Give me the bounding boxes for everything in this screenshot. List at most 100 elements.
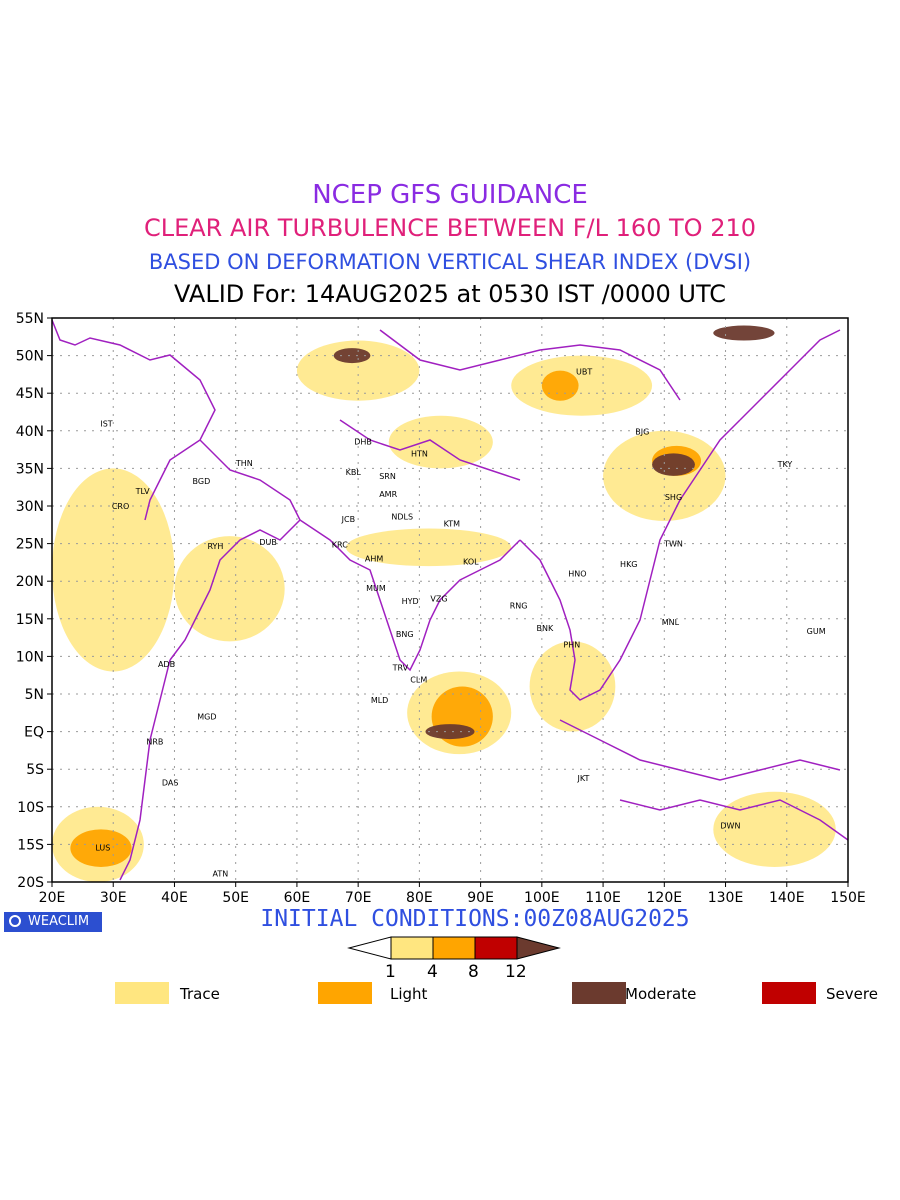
city-label-bnk: BNK — [537, 624, 554, 633]
turbulence-area-moderate — [713, 325, 775, 341]
chart-method: BASED ON DEFORMATION VERTICAL SHEAR INDE… — [148, 250, 752, 274]
axis-ticks: 20E 30E 40E 50E 60E 70E 80E 90E 100E 110E 120E 130E… — [16, 311, 866, 906]
city-label-thn: THN — [235, 459, 253, 468]
y-tick-label: 40N — [16, 424, 44, 440]
city-label-ktm: KTM — [444, 519, 461, 528]
turbulence-areas — [51, 325, 836, 883]
turbulence-area-trace — [174, 536, 285, 642]
city-label-tky: TKY — [777, 460, 793, 469]
city-label-mum: MUM — [366, 584, 386, 593]
y-tick-label: 5N — [25, 687, 44, 703]
turbulence-area-trace — [51, 468, 175, 672]
turbulence-area-trace — [511, 355, 653, 416]
legend-swatch-trace — [115, 982, 169, 1004]
city-label-mnl: MNL — [662, 618, 680, 627]
x-tick-label: 110E — [585, 890, 621, 906]
turbulence-area-trace — [529, 641, 616, 732]
city-label-bjg: BJG — [635, 428, 649, 437]
city-label-das: DAS — [162, 779, 179, 788]
chart-title: NCEP GFS GUIDANCE — [312, 180, 588, 210]
x-tick-label: 100E — [524, 890, 560, 906]
city-label-mgd: MGD — [197, 713, 216, 722]
scale-tick-4: 4 — [427, 962, 438, 982]
city-label-dhb: DHB — [354, 437, 372, 446]
city-label-ist: IST — [100, 419, 112, 428]
turbulence-area-trace — [388, 415, 493, 469]
x-tick-label: 140E — [769, 890, 805, 906]
city-label-atn: ATN — [213, 870, 229, 879]
city-label-rng: RNG — [510, 601, 528, 610]
map-frame — [51, 317, 849, 883]
turbulence-area-moderate — [652, 453, 695, 476]
x-tick-label: 40E — [161, 890, 188, 906]
city-label-ndls: NDLS — [391, 513, 413, 522]
city-label-shg: SHG — [665, 493, 682, 502]
city-label-bng: BNG — [396, 630, 414, 639]
city-label-srn: SRN — [379, 472, 396, 481]
city-label-cro: CRO — [112, 502, 129, 511]
city-label-lus: LUS — [95, 843, 110, 852]
chart-subtitle: CLEAR AIR TURBULENCE BETWEEN F/L 160 TO … — [143, 214, 757, 242]
city-label-hyd: HYD — [402, 597, 419, 606]
y-tick-label: 20N — [16, 574, 44, 590]
weaclim-badge: WEACLIM — [4, 912, 102, 932]
scale-tick-12: 12 — [505, 962, 527, 982]
gridlines — [52, 318, 848, 882]
weaclim-logo-icon — [9, 915, 21, 927]
city-label-htn: HTN — [411, 449, 428, 458]
city-label-twn: TWN — [663, 540, 683, 549]
city-label-krc: KRC — [332, 540, 348, 549]
x-tick-label: 80E — [406, 890, 433, 906]
y-tick-label: EQ — [24, 725, 44, 741]
turbulence-area-moderate — [425, 724, 475, 740]
turbulence-area-light — [541, 370, 579, 401]
y-tick-label: 55N — [16, 311, 44, 327]
legend-swatch-light — [318, 982, 372, 1004]
city-label-ubt: UBT — [576, 367, 592, 376]
city-label-hkg: HKG — [620, 560, 637, 569]
city-label-adb: ADB — [158, 660, 175, 669]
x-tick-label: 60E — [284, 890, 311, 906]
y-tick-label: 10N — [16, 649, 44, 665]
city-labels: UBT IST BJG DHB HTN TKY THN KBL SRN TLV BGD AMR SHG C… — [95, 367, 825, 878]
turbulence-area-light — [70, 829, 132, 867]
x-tick-label: 150E — [830, 890, 866, 906]
y-tick-label: 10S — [17, 800, 44, 816]
city-label-hno: HNO — [568, 570, 586, 579]
scale-tick-8: 8 — [468, 962, 479, 982]
y-tick-label: 15S — [17, 837, 44, 853]
legend-label-severe: Severe — [826, 985, 878, 1003]
turbulence-area-trace — [713, 791, 836, 867]
x-tick-label: 90E — [467, 890, 494, 906]
city-label-clm: CLM — [410, 676, 427, 685]
y-tick-label: 45N — [16, 386, 44, 402]
scale-low-arrow — [347, 936, 392, 960]
legend-swatch-moderate — [572, 982, 626, 1004]
y-tick-label: 50N — [16, 349, 44, 365]
scale-seg-light — [432, 936, 476, 960]
initial-conditions: INITIAL CONDITIONS:00Z08AUG2025 — [260, 906, 690, 932]
legend-label-moderate: Moderate — [625, 985, 697, 1003]
y-tick-label: 25N — [16, 537, 44, 553]
city-label-dub: DUB — [259, 538, 277, 547]
city-label-ryh: RYH — [208, 542, 224, 551]
y-tick-label: 20S — [17, 875, 44, 891]
city-label-gum: GUM — [807, 627, 826, 636]
city-label-trv: TRV — [392, 664, 409, 673]
legend-label-trace: Trace — [180, 985, 220, 1003]
turbulence-area-trace — [345, 528, 512, 567]
x-tick-label: 70E — [345, 890, 372, 906]
x-tick-label: 120E — [647, 890, 683, 906]
x-tick-label: 50E — [222, 890, 249, 906]
scale-high-arrow — [516, 936, 561, 960]
city-label-tlv: TLV — [135, 487, 150, 496]
city-label-kbl: KBL — [346, 468, 362, 477]
city-label-ahm: AHM — [365, 555, 383, 564]
badge-label: WEACLIM — [28, 914, 90, 929]
city-label-jkt: JKT — [577, 774, 590, 783]
city-label-dwn: DWN — [720, 822, 740, 831]
y-tick-label: 15N — [16, 612, 44, 628]
scale-tick-1: 1 — [385, 962, 396, 982]
